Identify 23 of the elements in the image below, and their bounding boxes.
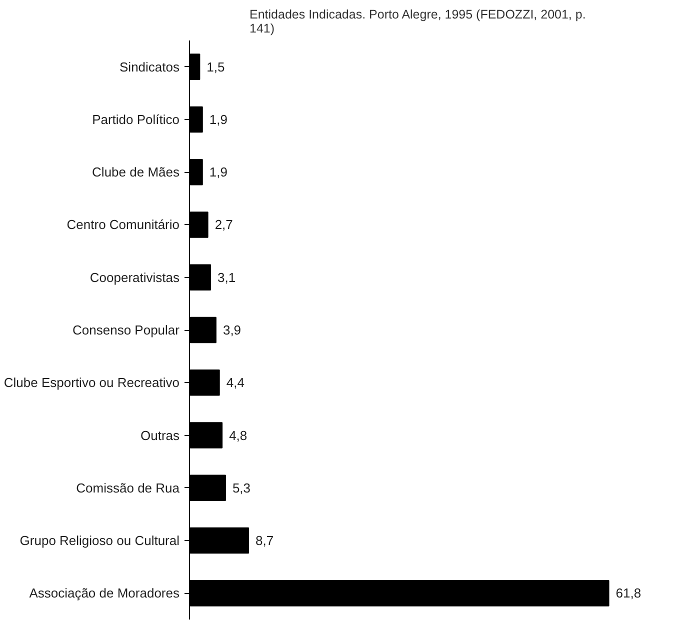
y-tick-label: Comissão de Rua <box>76 480 180 496</box>
y-tick-label: Consenso Popular <box>72 322 180 338</box>
data-label: 4,8 <box>229 428 248 443</box>
y-tick-label: Grupo Religioso ou Cultural <box>20 533 180 548</box>
data-label: 3,9 <box>222 322 242 338</box>
y-tick-label: Cooperativistas <box>90 270 180 285</box>
data-label: 1,5 <box>206 59 225 74</box>
y-tick-label: Outras <box>140 428 180 443</box>
data-label: 61,8 <box>616 586 642 601</box>
y-tick-label: Sindicatos <box>120 59 180 74</box>
data-label: 1,9 <box>209 112 228 127</box>
y-tick-label: Clube de Mães <box>92 164 180 180</box>
y-tick-label: Associação de Moradores <box>29 586 180 601</box>
chart-title: Entidades Indicadas. Porto Alegre, 1995 (FEDOZZI, 2001, p. 141) <box>250 8 586 36</box>
data-label: 5,3 <box>232 480 251 496</box>
y-tick-label: Centro Comunitário <box>66 217 180 232</box>
y-tick-label: Partido Político <box>92 112 180 127</box>
data-label: 4,4 <box>226 375 244 390</box>
data-label: 8,7 <box>256 533 274 548</box>
data-label: 3,1 <box>218 270 236 285</box>
data-label: 1,9 <box>209 164 228 180</box>
data-label: 2,7 <box>214 217 233 232</box>
y-tick-label: Clube Esportivo ou Recreativo <box>4 375 180 390</box>
